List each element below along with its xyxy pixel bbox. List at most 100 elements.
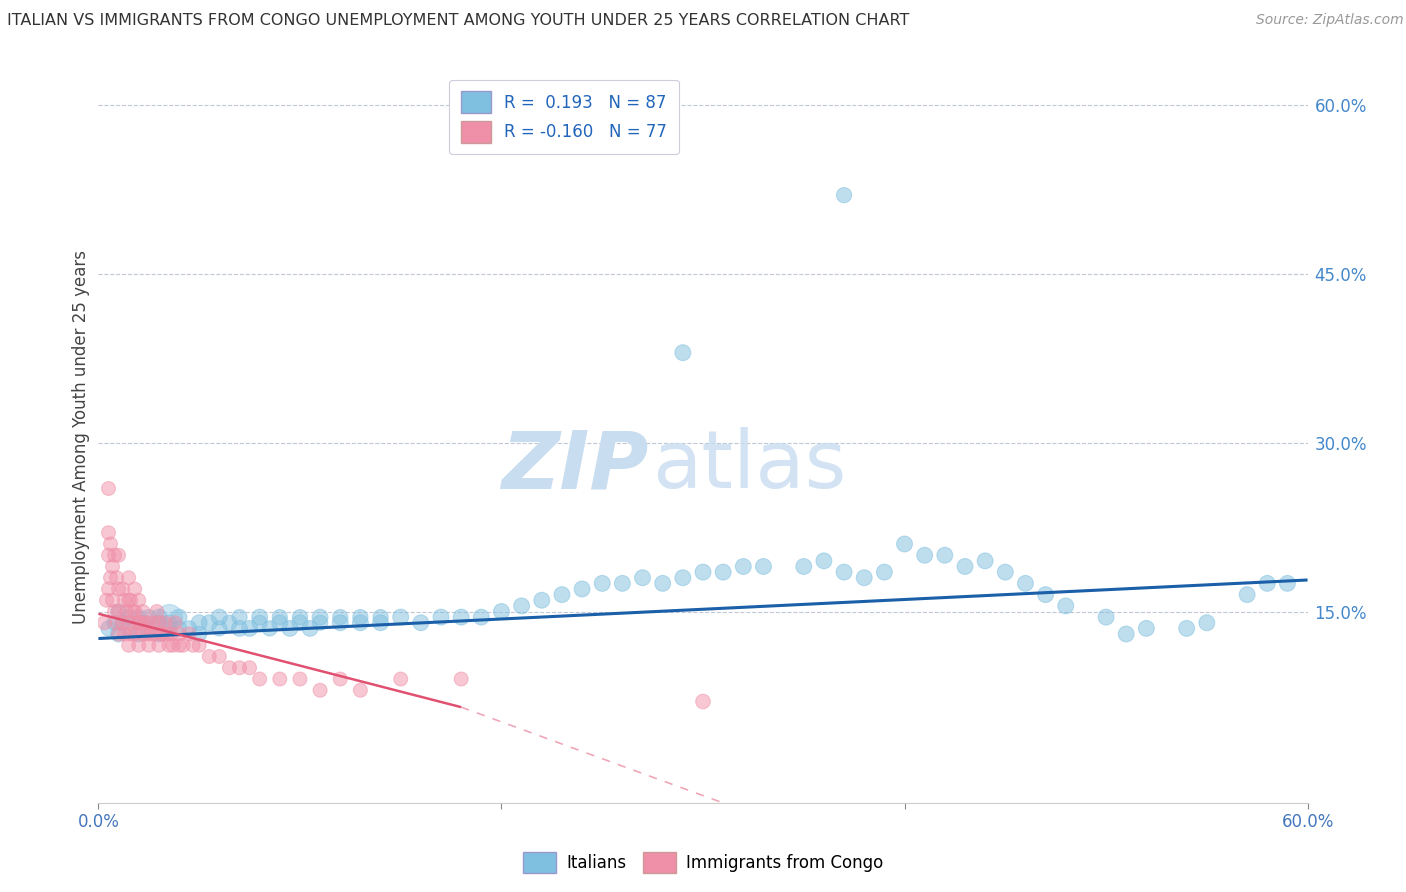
Point [1115,627,1137,641]
Point [111,615,134,630]
Point [1195,615,1218,630]
Point [551,588,574,602]
Point [793,559,815,574]
Point [93,615,115,630]
Point [149,627,172,641]
Point [198,615,221,630]
Point [156,627,179,641]
Point [1277,576,1299,591]
Point [160,627,183,641]
Point [228,621,250,635]
Point [148,638,170,652]
Point [128,615,150,630]
Point [107,627,129,641]
Point [114,593,136,607]
Point [259,621,281,635]
Point [172,638,194,652]
Point [571,582,593,596]
Point [120,593,142,607]
Point [167,627,190,641]
Point [309,610,332,624]
Point [430,610,453,624]
Point [148,610,170,624]
Point [198,649,221,664]
Point [139,627,162,641]
Point [873,565,896,579]
Point [107,548,129,562]
Point [107,582,129,596]
Point [249,615,271,630]
Point [97,621,120,635]
Point [752,559,775,574]
Point [181,638,204,652]
Point [208,610,231,624]
Point [1135,621,1157,635]
Point [208,621,231,635]
Point [631,571,654,585]
Point [1054,599,1077,613]
Point [100,537,122,551]
Point [114,627,136,641]
Point [138,615,160,630]
Point [218,661,240,675]
Point [389,610,412,624]
Point [128,593,150,607]
Point [132,615,155,630]
Point [157,638,180,652]
Point [167,638,190,652]
Point [188,615,211,630]
Point [148,627,170,641]
Point [107,605,129,619]
Text: ZIP: ZIP [501,427,648,506]
Point [105,615,128,630]
Point [118,610,141,624]
Point [288,672,311,686]
Point [157,621,180,635]
Point [228,610,250,624]
Point [96,593,118,607]
Point [672,345,695,359]
Point [124,627,146,641]
Point [153,615,176,630]
Point [148,615,170,630]
Point [228,661,250,675]
Point [994,565,1017,579]
Point [450,672,472,686]
Point [651,576,673,591]
Point [692,694,714,708]
Point [692,565,714,579]
Point [124,582,146,596]
Point [148,615,170,630]
Point [299,621,322,635]
Point [269,615,291,630]
Point [832,188,855,202]
Point [118,638,141,652]
Point [370,615,392,630]
Point [188,638,211,652]
Point [132,627,155,641]
Y-axis label: Unemployment Among Youth under 25 years: Unemployment Among Youth under 25 years [72,250,90,624]
Point [239,661,262,675]
Point [157,615,180,630]
Point [167,610,190,624]
Point [450,610,472,624]
Text: atlas: atlas [652,427,846,506]
Point [146,605,169,619]
Point [157,610,180,624]
Point [101,593,124,607]
Point [934,548,956,562]
Point [288,615,311,630]
Point [591,576,613,591]
Point [914,548,936,562]
Point [853,571,876,585]
Point [1095,610,1118,624]
Point [813,554,835,568]
Point [239,621,262,635]
Point [103,615,125,630]
Point [288,610,311,624]
Point [1014,576,1036,591]
Point [953,559,976,574]
Point [115,605,138,619]
Point [129,615,152,630]
Point [143,627,166,641]
